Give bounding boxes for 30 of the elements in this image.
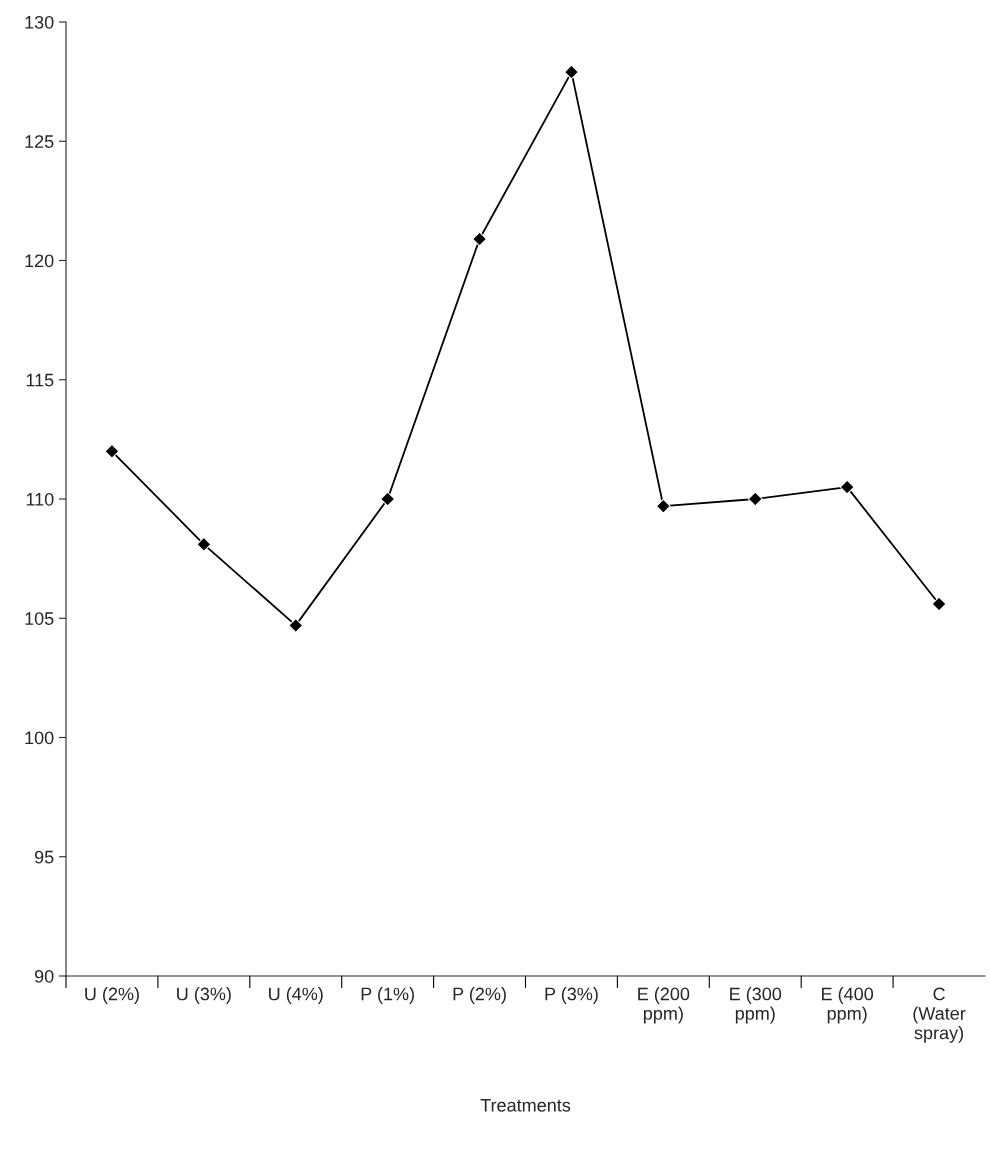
x-tick-label: E (400 ppm) bbox=[822, 987, 874, 1024]
point bbox=[655, 498, 671, 514]
point bbox=[931, 596, 947, 612]
y-tick-label: 90 bbox=[34, 969, 54, 983]
point bbox=[196, 536, 212, 552]
y-tick-label: 95 bbox=[34, 850, 54, 864]
x-tick-label: U (4%) bbox=[269, 987, 323, 1004]
point bbox=[380, 491, 396, 507]
y-tick-label: 115 bbox=[26, 373, 54, 387]
x-tick-label: P (1%) bbox=[361, 987, 414, 1004]
point bbox=[564, 64, 579, 80]
point bbox=[839, 479, 855, 495]
point bbox=[104, 443, 120, 459]
x-tick-label: U (3%) bbox=[177, 987, 231, 1004]
x-tick-label: C (Water spray) bbox=[913, 987, 966, 1043]
point bbox=[747, 491, 763, 507]
x-tick-label: U (2%) bbox=[85, 987, 139, 1004]
point bbox=[288, 618, 304, 633]
y-tick-label: 125 bbox=[25, 135, 54, 148]
x-tick-label: P (2%) bbox=[453, 987, 506, 1004]
x-tick-label: E (200 ppm) bbox=[638, 987, 690, 1024]
x-tick-label: E (300 ppm) bbox=[730, 987, 782, 1024]
y-tick-label: 100 bbox=[25, 731, 54, 745]
point bbox=[472, 231, 487, 247]
y-tick-label: 105 bbox=[25, 612, 54, 625]
x-tick-label: P (3%) bbox=[545, 987, 598, 1004]
y-tick-label: 120 bbox=[25, 254, 54, 268]
x-axis-title: Treatments bbox=[480, 1099, 571, 1112]
y-tick-label: 110 bbox=[26, 492, 54, 506]
y-tick-label: 130 bbox=[25, 15, 54, 29]
